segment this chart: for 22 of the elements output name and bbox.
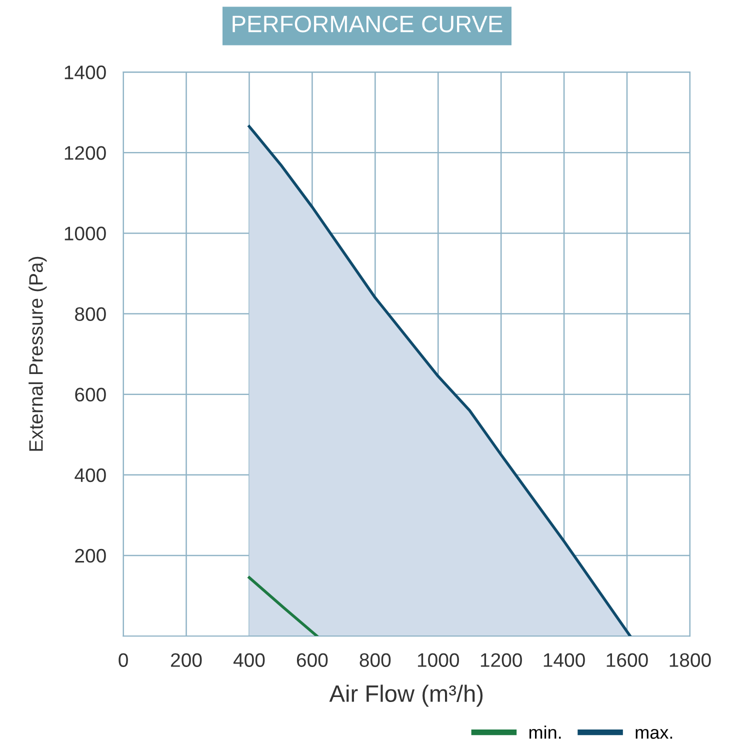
x-tick-label: 1400	[544, 653, 585, 667]
x-tick-label: 0	[118, 653, 128, 667]
x-tick-label: 1600	[606, 653, 648, 667]
x-tick-label: 200	[171, 653, 202, 667]
y-tick-label: 200	[75, 548, 106, 563]
y-tick-label: 1400	[64, 66, 106, 80]
chart-title: PERFORMANCE CURVE	[232, 16, 502, 32]
x-tick-label: 1800	[670, 653, 711, 667]
x-tick-label: 1200	[480, 653, 522, 667]
y-axis-title: External Pressure (Pa)	[28, 256, 47, 451]
x-tick-label: 600	[296, 653, 328, 667]
x-tick-label: 1000	[418, 653, 459, 667]
y-tick-label: 1200	[64, 146, 106, 160]
legend-label: max.	[636, 728, 672, 739]
y-tick-label: 1000	[64, 226, 106, 240]
y-tick-label: 800	[75, 307, 106, 321]
x-tick-label: 800	[360, 653, 391, 667]
y-tick-label: 400	[74, 468, 106, 482]
x-tick-label: 400	[233, 653, 265, 667]
legend-label: min.	[529, 726, 561, 739]
y-tick-label: 600	[75, 388, 106, 402]
x-axis-title: Air Flow (m³/h)	[329, 684, 483, 707]
